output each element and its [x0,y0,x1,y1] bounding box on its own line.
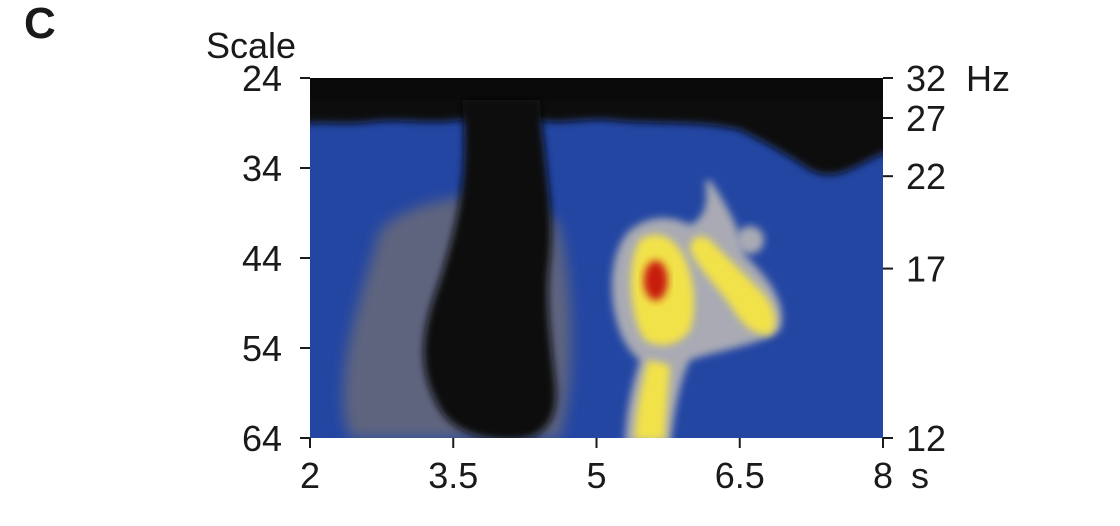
x-tick-label: 3.5 [428,455,478,496]
small-grey-spot [736,226,764,254]
left-axis-label: Scale [206,25,296,66]
x-tick-label: 2 [300,455,320,496]
heatmap-area [310,78,883,438]
peak-region [643,260,668,301]
right-tick-label: 22 [906,156,946,197]
right-tick-label: 27 [906,98,946,139]
dark-column [423,100,556,438]
right-tick-label: 32 [906,58,946,99]
right-unit-label: Hz [966,58,1010,99]
x-tick-label: 5 [586,455,606,496]
left-tick-label: 44 [242,238,282,279]
high-power-tail [635,360,670,438]
x-tick-label: 8 [873,455,893,496]
x-tick-label: 6.5 [715,455,765,496]
left-tick-label: 24 [242,58,282,99]
left-tick-label: 54 [242,328,282,369]
left-tick-group: 24 34 44 54 64 [242,58,310,459]
right-tick-label: 17 [906,249,946,290]
x-unit-label: s [911,455,929,496]
panel-label: C [24,0,56,48]
right-tick-label: 12 [906,418,946,459]
high-power-arm [690,236,776,335]
x-tick-group: 2 3.5 5 6.5 8 s [300,438,929,496]
top-edge-dark [310,78,883,100]
left-tick-label: 64 [242,418,282,459]
left-tick-label: 34 [242,148,282,189]
top-dark-band [310,78,883,175]
right-tick-group: 32 Hz 27 22 17 12 [883,58,1010,459]
